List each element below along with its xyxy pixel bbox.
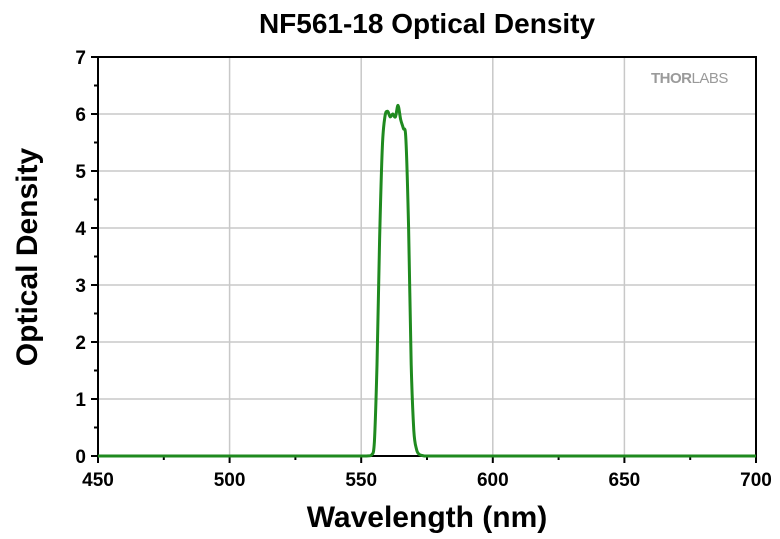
thorlabs-logo: THORLABS (651, 70, 729, 87)
x-tick-label: 650 (609, 470, 641, 491)
optical-density-line (98, 103, 756, 458)
x-tick-label: 550 (345, 470, 377, 491)
data-series (98, 103, 756, 458)
x-tick-label: 600 (477, 470, 509, 491)
y-tick-label: 7 (75, 48, 86, 69)
axis-ticks (91, 56, 757, 463)
y-tick-labels: 0 1 2 3 4 5 6 7 (75, 48, 86, 468)
chart-title: NF561-18 Optical Density (259, 8, 596, 39)
grid (98, 57, 756, 456)
svg-text:THORLABS: THORLABS (651, 70, 728, 87)
x-axis-label: Wavelength (nm) (307, 501, 548, 534)
y-tick-label: 4 (75, 219, 86, 240)
x-tick-label: 450 (82, 470, 114, 491)
y-tick-label: 1 (75, 390, 86, 411)
y-tick-label: 5 (75, 162, 86, 183)
x-tick-label: 500 (214, 470, 246, 491)
y-tick-label: 0 (75, 447, 86, 468)
x-tick-label: 700 (740, 470, 772, 491)
y-axis-label: Optical Density (11, 147, 44, 366)
x-tick-labels: 450 500 550 600 650 700 (82, 470, 772, 491)
y-tick-label: 3 (75, 276, 86, 297)
y-tick-label: 6 (75, 105, 86, 126)
y-tick-label: 2 (75, 333, 86, 354)
plot-frame (97, 56, 757, 457)
